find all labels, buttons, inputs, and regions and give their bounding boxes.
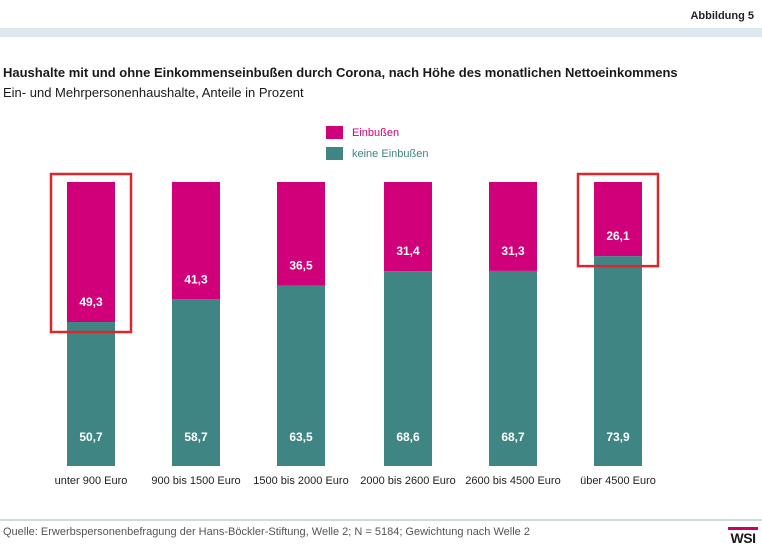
bar-keine-einbussen-2000-bis-2600-euro — [384, 271, 432, 466]
x-tick-label-ber-4500-euro: über 4500 Euro — [580, 475, 656, 487]
bar-keine-einbussen-2600-bis-4500-euro — [489, 270, 537, 466]
legend-swatch-einbussen — [326, 126, 343, 139]
legend-item-keine-einbussen: keine Einbußen — [326, 143, 428, 164]
highlight-frame-unter-900-euro — [49, 172, 133, 334]
legend-label-einbussen: Einbußen — [352, 126, 400, 139]
x-tick-label-unter-900-euro: unter 900 Euro — [55, 475, 128, 487]
source-note: Quelle: Erwerbspersonenbefragung der Han… — [3, 526, 530, 538]
data-label-einbussen-ber-4500-euro: 26,1 — [606, 229, 630, 243]
header-band — [0, 28, 762, 37]
wsi-logo: WSI — [728, 527, 758, 547]
data-label-keine-einbussen-2000-bis-2600-euro: 68,6 — [396, 430, 420, 444]
legend-swatch-keine-einbussen — [326, 147, 343, 160]
data-label-einbussen-900-bis-1500-euro: 41,3 — [184, 272, 208, 286]
bar-einbussen-unter-900-euro — [67, 182, 115, 323]
highlight-frame-ber-4500-euro — [576, 172, 660, 268]
data-label-keine-einbussen-900-bis-1500-euro: 58,7 — [184, 430, 208, 444]
chart-title: Haushalte mit und ohne Einkommenseinbuße… — [3, 65, 678, 80]
legend-item-einbussen: Einbußen — [326, 122, 428, 143]
bar-keine-einbussen-unter-900-euro — [67, 322, 115, 466]
data-label-einbussen-2000-bis-2600-euro: 31,4 — [396, 244, 420, 258]
wsi-logo-text: WSI — [730, 530, 756, 546]
figure-label: Abbildung 5 — [690, 10, 754, 22]
bar-einbussen-2000-bis-2600-euro — [384, 182, 432, 272]
data-label-keine-einbussen-ber-4500-euro: 73,9 — [606, 430, 630, 444]
data-label-einbussen-unter-900-euro: 49,3 — [79, 295, 103, 309]
legend-label-keine-einbussen: keine Einbußen — [352, 147, 429, 160]
data-label-einbussen-1500-bis-2000-euro: 36,5 — [289, 259, 313, 273]
x-tick-label-900-bis-1500-euro: 900 bis 1500 Euro — [151, 475, 240, 487]
data-label-keine-einbussen-1500-bis-2000-euro: 63,5 — [289, 430, 313, 444]
x-tick-label-1500-bis-2000-euro: 1500 bis 2000 Euro — [253, 475, 348, 487]
bar-einbussen-900-bis-1500-euro — [172, 182, 220, 300]
data-label-keine-einbussen-unter-900-euro: 50,7 — [79, 430, 103, 444]
bar-keine-einbussen-900-bis-1500-euro — [172, 299, 220, 466]
data-label-keine-einbussen-2600-bis-4500-euro: 68,7 — [501, 430, 525, 444]
footer-rule — [0, 519, 762, 521]
x-tick-label-2600-bis-4500-euro: 2600 bis 4500 Euro — [465, 475, 560, 487]
bar-einbussen-2600-bis-4500-euro — [489, 182, 537, 271]
chart-subtitle: Ein- und Mehrpersonenhaushalte, Anteile … — [3, 85, 304, 100]
x-tick-label-2000-bis-2600-euro: 2000 bis 2600 Euro — [360, 475, 455, 487]
data-label-einbussen-2600-bis-4500-euro: 31,3 — [501, 244, 525, 258]
bar-keine-einbussen-1500-bis-2000-euro — [277, 285, 325, 466]
bar-keine-einbussen-ber-4500-euro — [594, 256, 642, 466]
chart-legend: Einbußen keine Einbußen — [326, 122, 428, 164]
bar-einbussen-ber-4500-euro — [594, 182, 642, 257]
bar-einbussen-1500-bis-2000-euro — [277, 182, 325, 286]
